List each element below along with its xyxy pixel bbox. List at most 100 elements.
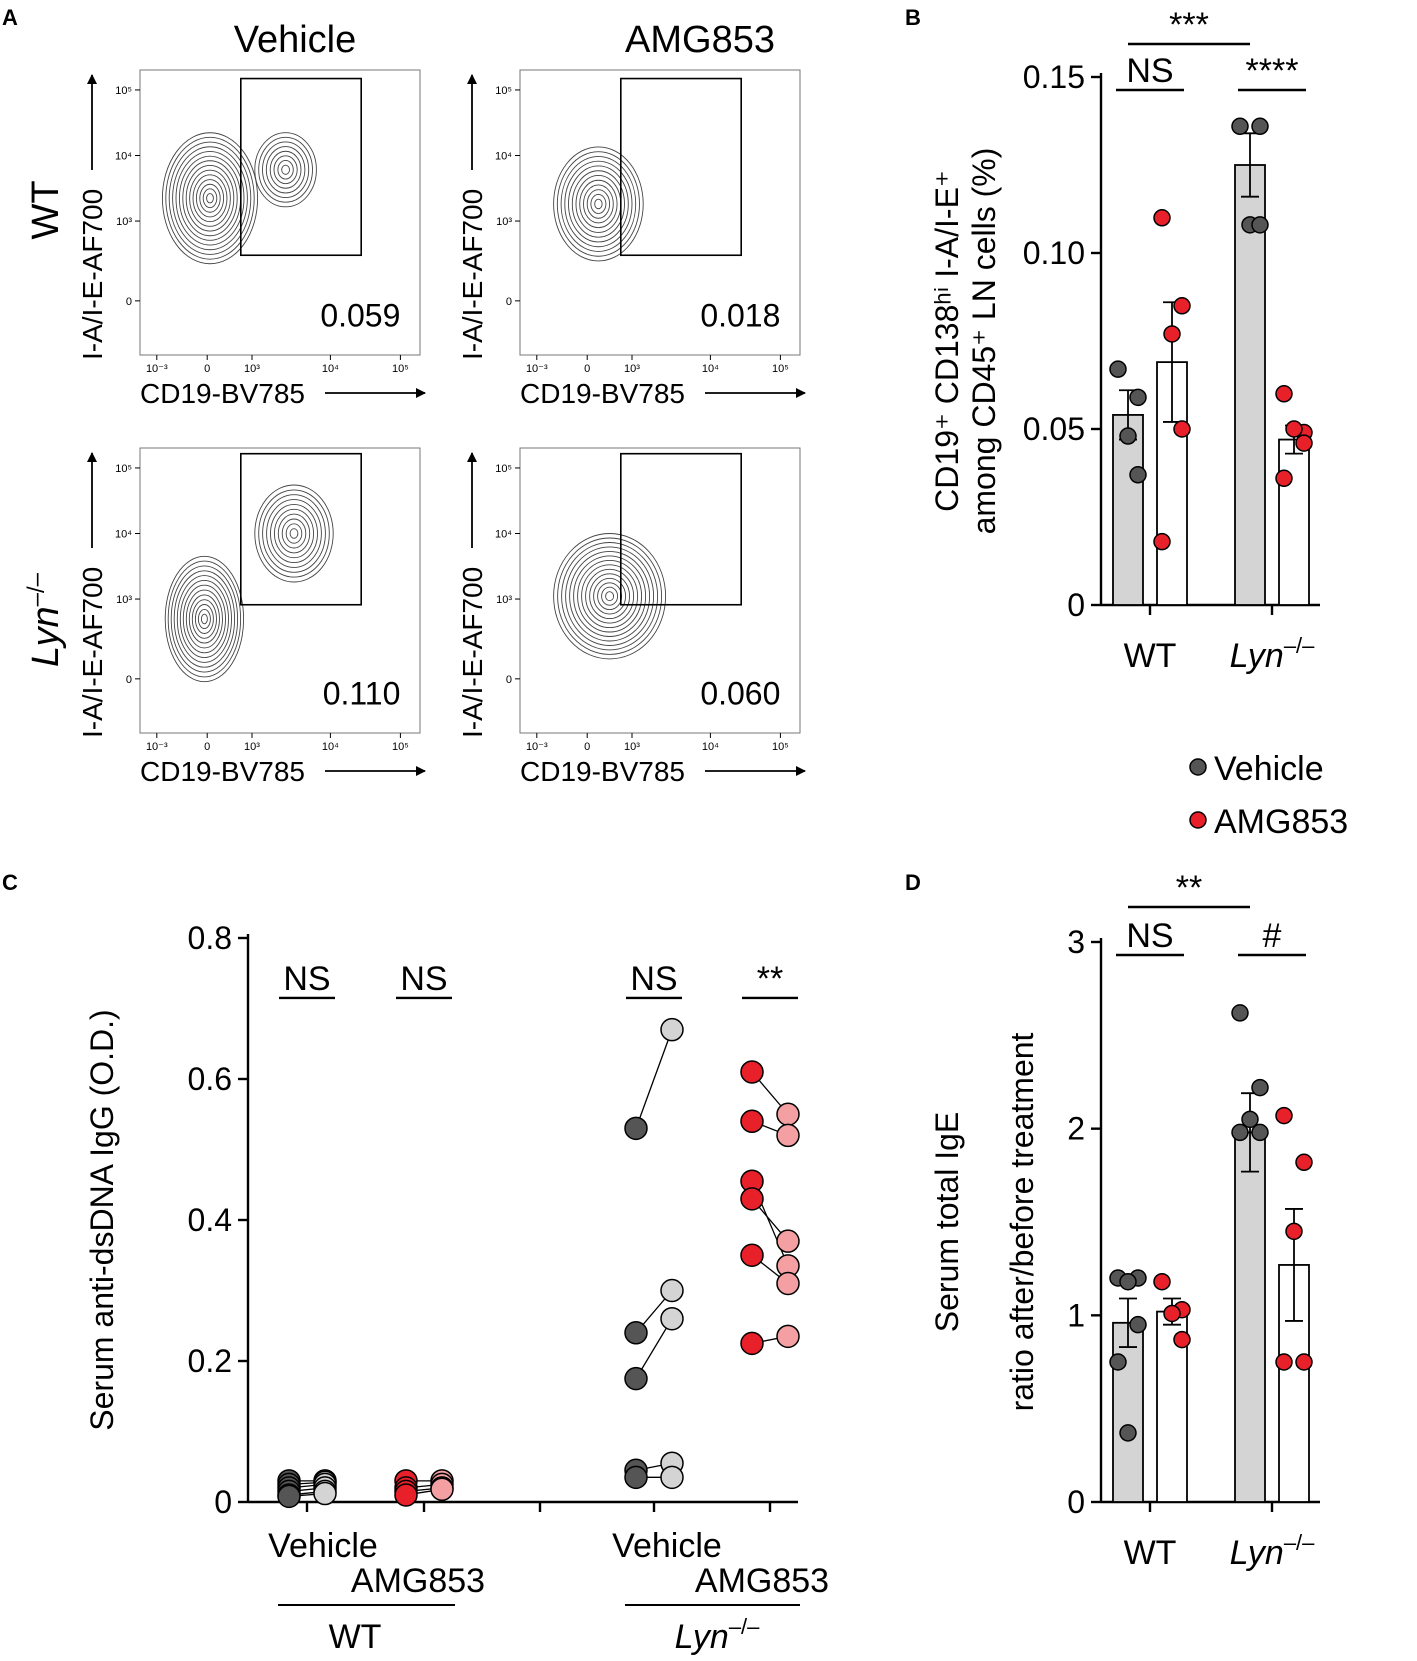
y-tick-label: 0 [506,674,512,686]
y-tick-label: 10⁴ [495,151,512,163]
contour-line [589,573,631,620]
panel-b-bar-chart: 0 0.05 0.10 0.15 CD19⁺ CD138ʰⁱ I-A/I-E⁺ among… [929,6,1320,675]
x-tick-label: 0 [584,741,590,753]
data-point-vehicle [1231,117,1249,136]
contour-line [269,150,302,189]
y-tick-label: 0.05 [1023,411,1085,447]
data-point-amg853 [1163,1304,1181,1323]
y-axis-label: I-A/I-E-AF700 [457,189,488,360]
data-point-vehicle [1109,1353,1127,1371]
contour-line [579,179,618,229]
data-point-amg853 [1275,385,1293,403]
y-axis-label: I-A/I-E-AF700 [77,189,108,360]
contour-line [197,608,211,630]
data-point-before [740,1187,764,1211]
significance-label: ** [757,960,783,998]
data-point-amg853 [1173,297,1191,315]
data-point-before [740,1109,764,1134]
contour-line [179,579,229,659]
contour-line [281,164,290,175]
contour-line [173,570,236,668]
y-tick-label: 0.2 [188,1343,232,1379]
y-axis-label: I-A/I-E-AF700 [457,567,488,738]
x-tick-label: 10³ [244,741,260,753]
y-tick-label: 10⁴ [115,529,132,541]
y-tick-label: 2 [1067,1111,1085,1147]
contour-line [176,575,232,663]
data-point-amg853 [1275,1106,1293,1125]
y-tick-label: 10⁵ [495,463,512,475]
y-tick-label: 10³ [496,594,512,606]
x-tick-label: 10⁴ [702,741,719,753]
treatment-label: AMG853 [695,1562,829,1600]
x-tick-label: 0 [204,741,210,753]
contour-line [188,594,220,644]
x-tick-label: 10⁻³ [146,741,168,753]
y-tick-label: 0 [1067,587,1085,623]
contour-line [189,169,231,227]
contour-line [581,564,639,629]
contour-line [195,179,225,218]
data-point-amg853 [1275,469,1293,488]
contour-line [586,189,611,219]
contour-line [258,136,313,203]
contour-line [266,499,322,568]
genotype-label: WT [329,1618,382,1656]
contour-line [594,198,603,210]
contour-line [178,155,242,241]
panel-letter-d: D [905,870,921,895]
panel-letter-b: B [905,5,921,30]
data-point-vehicle [1129,1315,1147,1334]
contour-line [167,560,242,678]
data-point-amg853 [1285,1222,1303,1241]
x-tick-label: 10⁻³ [526,363,548,375]
contour-line [191,599,217,639]
data-point-amg853 [1295,1353,1313,1371]
contour-line [168,141,252,255]
significance-label: NS [400,960,447,998]
panel-a-flow-cytometry: Vehicle AMG853 WT Lyn–/– 0.059 10⁻³ 0 10³ 10… [23,19,806,787]
y-tick-label: 0 [1067,1484,1085,1520]
contour-line [590,193,607,214]
data-point-after [430,1477,454,1502]
data-point-amg853 [1173,420,1191,438]
facs-plot-frame [519,447,801,734]
y-tick-label: 0 [214,1484,232,1520]
contour-line [200,613,208,625]
data-point-before [624,1465,648,1490]
x-tick-label: 0 [204,363,210,375]
contour-line [565,546,655,646]
data-point-before [277,1484,301,1509]
significance-label: *** [1169,6,1209,44]
y-tick-label: 3 [1067,924,1085,960]
contour-line [206,193,214,204]
data-point-vehicle [1129,388,1147,407]
x-tick-label: 10³ [244,363,260,375]
contour-line [277,513,311,554]
x-category-label: WT [1124,1534,1177,1572]
y-axis-label-line1: CD19⁺ CD138ʰⁱ I-A/I-E⁺ [929,170,965,512]
contour-line [601,586,619,606]
contour-line [265,146,306,194]
contour-line [583,184,614,224]
contour-line [553,533,667,660]
data-point-vehicle [1231,1123,1249,1142]
contour-line [262,494,326,573]
y-tick-label: 0.4 [188,1202,232,1238]
contour-line [593,577,627,615]
x-axis-label: CD19-BV785 [140,378,305,409]
significance-label: NS [1126,52,1173,90]
data-point-amg853 [1153,209,1171,227]
gate-percentage: 0.018 [700,298,780,334]
facs-plot: 0.060 10⁻³ 0 10³ 10⁴ 10⁵ 10⁵ 10⁴ 10³ 0 CD19-BV785 I… [457,447,806,787]
data-point-vehicle [1119,427,1137,445]
data-point-after [776,1324,800,1349]
data-point-amg853 [1153,1272,1171,1291]
x-tick-label: 10⁵ [392,741,409,753]
bar-vehicle [1112,1321,1144,1503]
x-category-label: WT [1124,637,1177,675]
x-axis-label: CD19-BV785 [520,378,685,409]
x-tick-label: 10⁵ [772,741,789,753]
contour-line [262,141,310,198]
x-category-label: Lyn–/– [1230,633,1316,675]
